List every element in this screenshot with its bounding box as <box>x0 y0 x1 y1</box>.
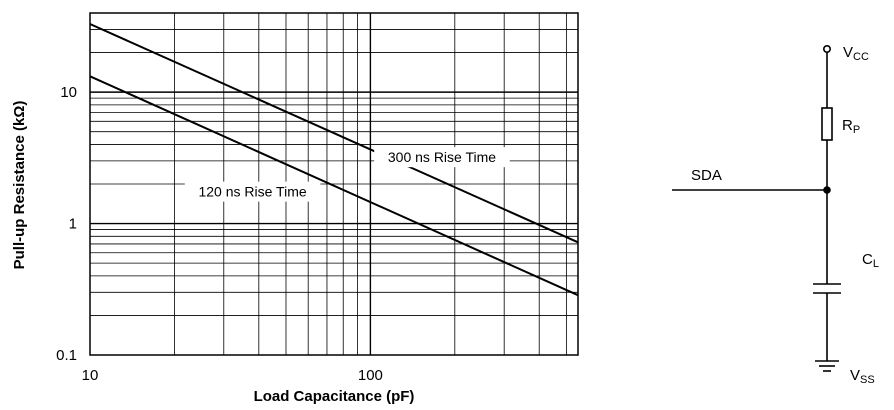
series-line-120ns <box>89 75 579 297</box>
y-tick-label: 0.1 <box>56 347 77 364</box>
series-layer <box>89 23 579 297</box>
x-tick-label: 100 <box>358 367 383 384</box>
minor-grid <box>90 13 578 355</box>
sda-label: SDA <box>691 167 722 184</box>
x-axis-title: Load Capacitance (pF) <box>254 388 415 405</box>
major-grid <box>90 13 578 355</box>
pullup-resistance-chart: 10 100 0.1 1 10 300 ns Rise Time 120 ns Rise… <box>11 12 579 405</box>
pullup-circuit <box>672 44 841 372</box>
series-label-background <box>374 147 510 168</box>
y-axis-title: Pull-up Resistance (kΩ) <box>11 101 28 270</box>
x-tick-label: 10 <box>82 367 99 384</box>
y-tick-labels: 0.1 1 10 <box>56 84 77 364</box>
series-label-300ns: 300 ns Rise Time <box>388 149 496 165</box>
rp-resistor <box>821 107 833 141</box>
series-label-background <box>184 181 321 202</box>
series-line-300ns <box>89 23 579 244</box>
vss-label: VSS <box>850 367 875 386</box>
cl-label: CL <box>862 251 879 270</box>
y-tick-label: 10 <box>60 84 77 101</box>
series-label-120ns: 120 ns Rise Time <box>198 184 306 200</box>
vcc-label: VCC <box>843 44 869 63</box>
y-tick-label: 1 <box>69 216 77 233</box>
series-labels: 300 ns Rise Time 120 ns Rise Time <box>184 147 510 202</box>
x-tick-labels: 10 100 <box>82 367 383 384</box>
plot-frame <box>89 12 579 356</box>
rp-label: RP <box>842 117 860 136</box>
vcc-terminal <box>822 44 831 53</box>
